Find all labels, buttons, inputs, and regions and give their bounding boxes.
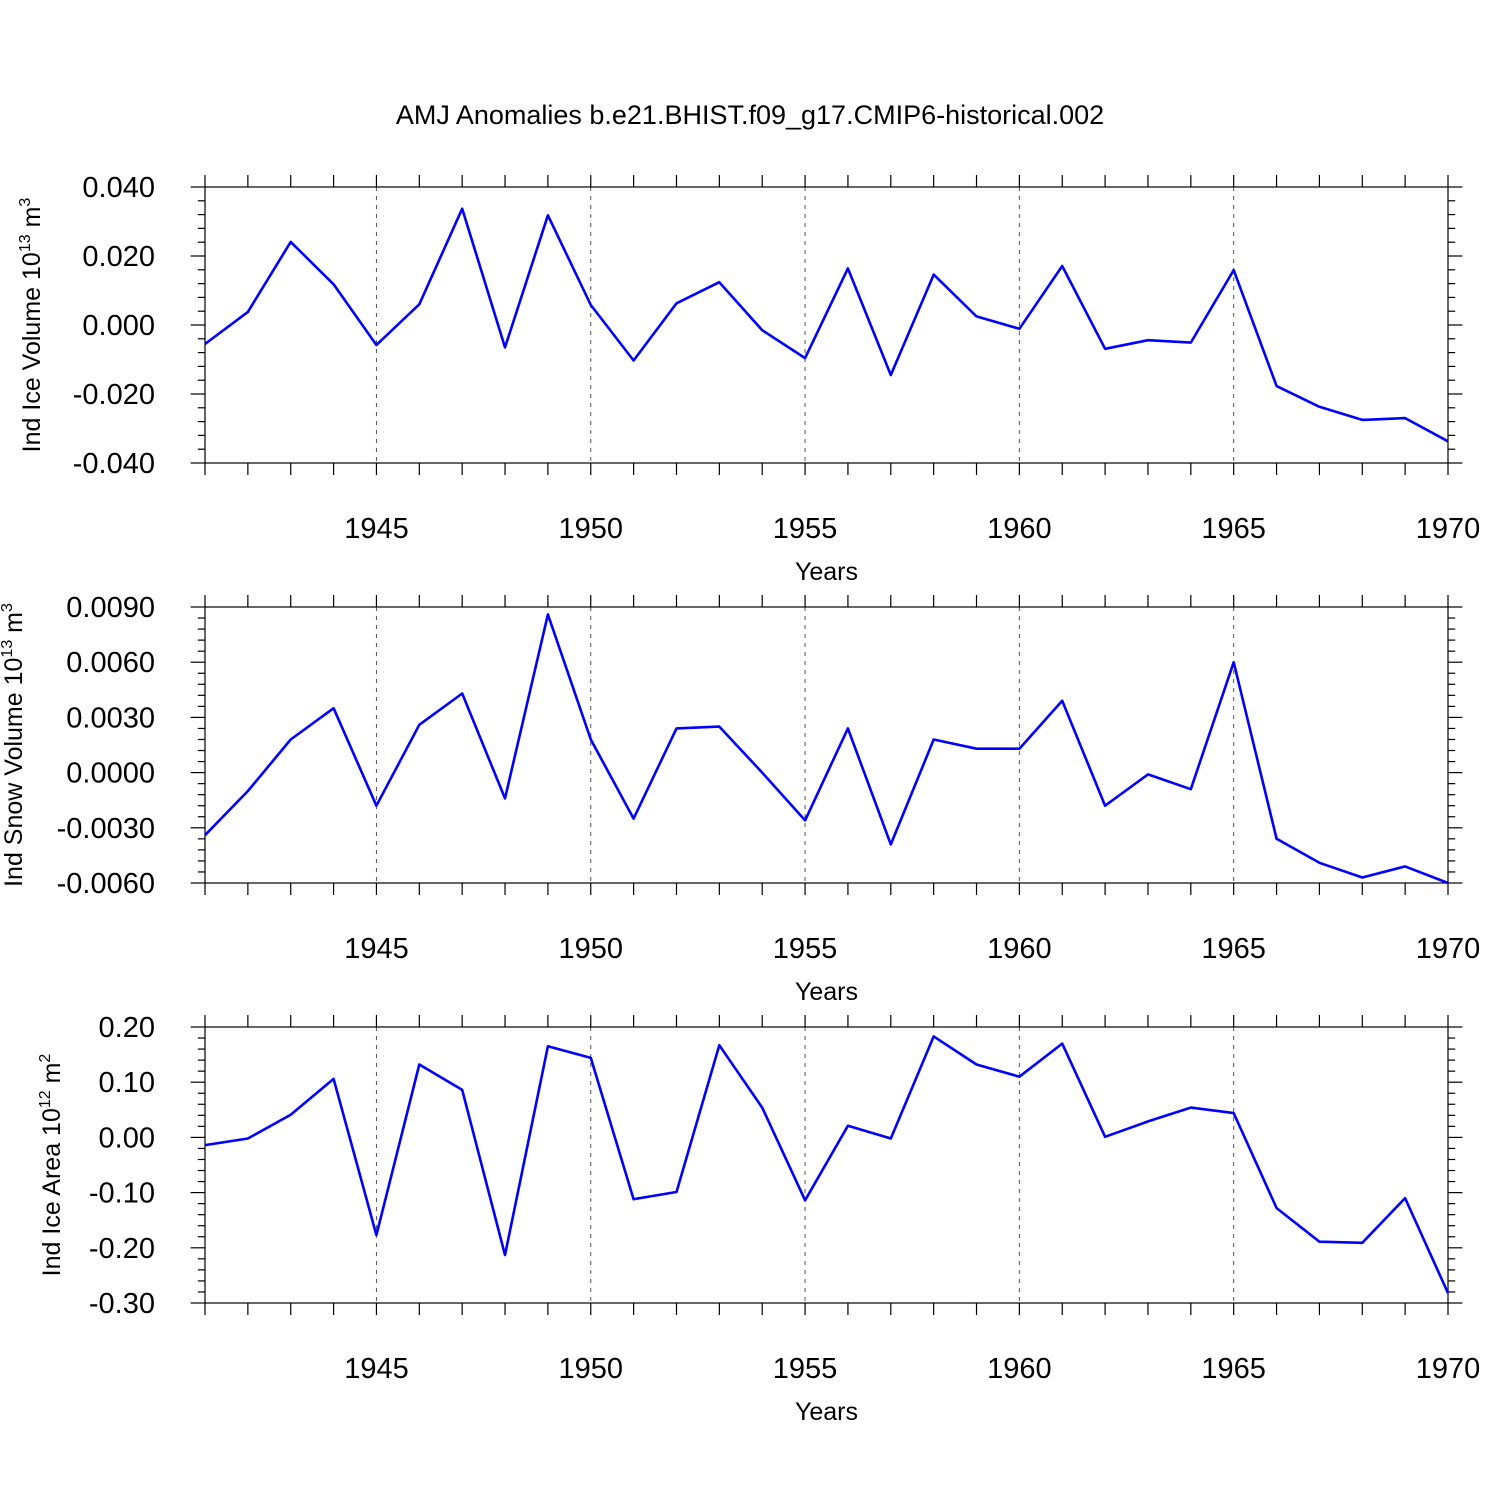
- y-axis-label-unit: m: [18, 207, 46, 235]
- panel-3: 1945 1950 1955 1960 1965 1970 Years -0.30 -0.20 -…: [37, 1012, 1480, 1426]
- x-tick-label-1960: 1960: [987, 513, 1052, 545]
- x-tick-label-1955: 1955: [773, 513, 838, 545]
- y-axis-label-text: Ind Snow Volume 10: [0, 658, 28, 887]
- x-tick-label-1960: 1960: [987, 1353, 1052, 1385]
- y-tick-label: 0.000: [82, 310, 155, 342]
- x-tick-label-1965: 1965: [1201, 1353, 1266, 1385]
- x-axis-label: Years: [795, 1398, 858, 1426]
- y-tick-label: -0.20: [89, 1233, 155, 1265]
- panels-group: 1945 1950 1955 1960 1965 1970 Years -0.040 -0.02…: [0, 172, 1480, 1426]
- x-axis-label: Years: [795, 558, 858, 586]
- x-tick-label-1970: 1970: [1416, 513, 1481, 545]
- y-axis-label-unit: m: [38, 1063, 66, 1091]
- plot-frame: [204, 606, 1449, 884]
- y-axis-label-unit: m: [0, 612, 28, 640]
- y-axis-label-exponent: 13: [17, 234, 34, 252]
- y-axis-label: Ind Snow Volume 1013 m3: [0, 603, 28, 887]
- y-axis-label-unit-exponent: 3: [17, 198, 34, 207]
- x-tick-label-1970: 1970: [1416, 1353, 1481, 1385]
- y-axis-label-unit-exponent: 2: [37, 1054, 54, 1063]
- y-tick-label: 0.040: [82, 172, 155, 204]
- plot-frame: [204, 186, 1449, 464]
- y-tick-label: 0.00: [99, 1122, 155, 1154]
- panel-2: 1945 1950 1955 1960 1965 1970 Years -0.0060 -0.0…: [0, 592, 1480, 1006]
- y-tick-label: -0.0030: [57, 813, 155, 845]
- y-tick-label: 0.0030: [66, 702, 155, 734]
- series-line-ind-ice-volume: [204, 207, 1449, 443]
- y-tick-label: -0.30: [89, 1288, 155, 1320]
- series-line-ind-ice-area: [204, 1035, 1450, 1294]
- y-tick-label: -0.040: [73, 448, 155, 480]
- y-tick-label: 0.0000: [66, 758, 155, 790]
- y-tick-label: 0.0060: [66, 647, 155, 679]
- y-tick-label: -0.020: [73, 379, 155, 411]
- x-tick-label-1965: 1965: [1201, 513, 1266, 545]
- x-tick-label-1960: 1960: [987, 933, 1052, 965]
- plot-frame: [204, 1026, 1449, 1304]
- y-tick-label: 0.10: [99, 1067, 155, 1099]
- y-axis-label-text: Ind Ice Area 10: [38, 1108, 66, 1276]
- y-axis-label-unit-exponent: 3: [0, 603, 16, 612]
- y-tick-label: 0.0090: [66, 592, 155, 624]
- x-axis-label: Years: [795, 978, 858, 1006]
- y-axis-label: Ind Ice Volume 1013 m3: [17, 198, 46, 453]
- x-tick-label-1945: 1945: [344, 513, 409, 545]
- series-line-ind-snow-volume: [204, 613, 1449, 885]
- y-tick-label: 0.20: [99, 1012, 155, 1044]
- x-tick-label-1945: 1945: [344, 933, 409, 965]
- y-axis-label-exponent: 12: [37, 1090, 54, 1108]
- figure-title: AMJ Anomalies b.e21.BHIST.f09_g17.CMIP6-…: [396, 100, 1104, 130]
- x-tick-label-1945: 1945: [344, 1353, 409, 1385]
- x-tick-label-1950: 1950: [559, 933, 624, 965]
- y-axis-label-text: Ind Ice Volume 10: [18, 252, 46, 452]
- x-tick-label-1970: 1970: [1416, 933, 1481, 965]
- panel-1: 1945 1950 1955 1960 1965 1970 Years -0.040 -0.02…: [17, 172, 1480, 586]
- x-tick-label-1950: 1950: [559, 1353, 624, 1385]
- y-tick-label: 0.020: [82, 241, 155, 273]
- x-tick-label-1955: 1955: [773, 1353, 838, 1385]
- y-axis-label: Ind Ice Area 1012 m2: [37, 1054, 66, 1277]
- y-tick-label: -0.10: [89, 1178, 155, 1210]
- y-tick-label: -0.0060: [57, 868, 155, 900]
- x-tick-label-1965: 1965: [1201, 933, 1266, 965]
- x-tick-label-1950: 1950: [559, 513, 624, 545]
- x-tick-label-1955: 1955: [773, 933, 838, 965]
- y-axis-label-exponent: 13: [0, 640, 16, 658]
